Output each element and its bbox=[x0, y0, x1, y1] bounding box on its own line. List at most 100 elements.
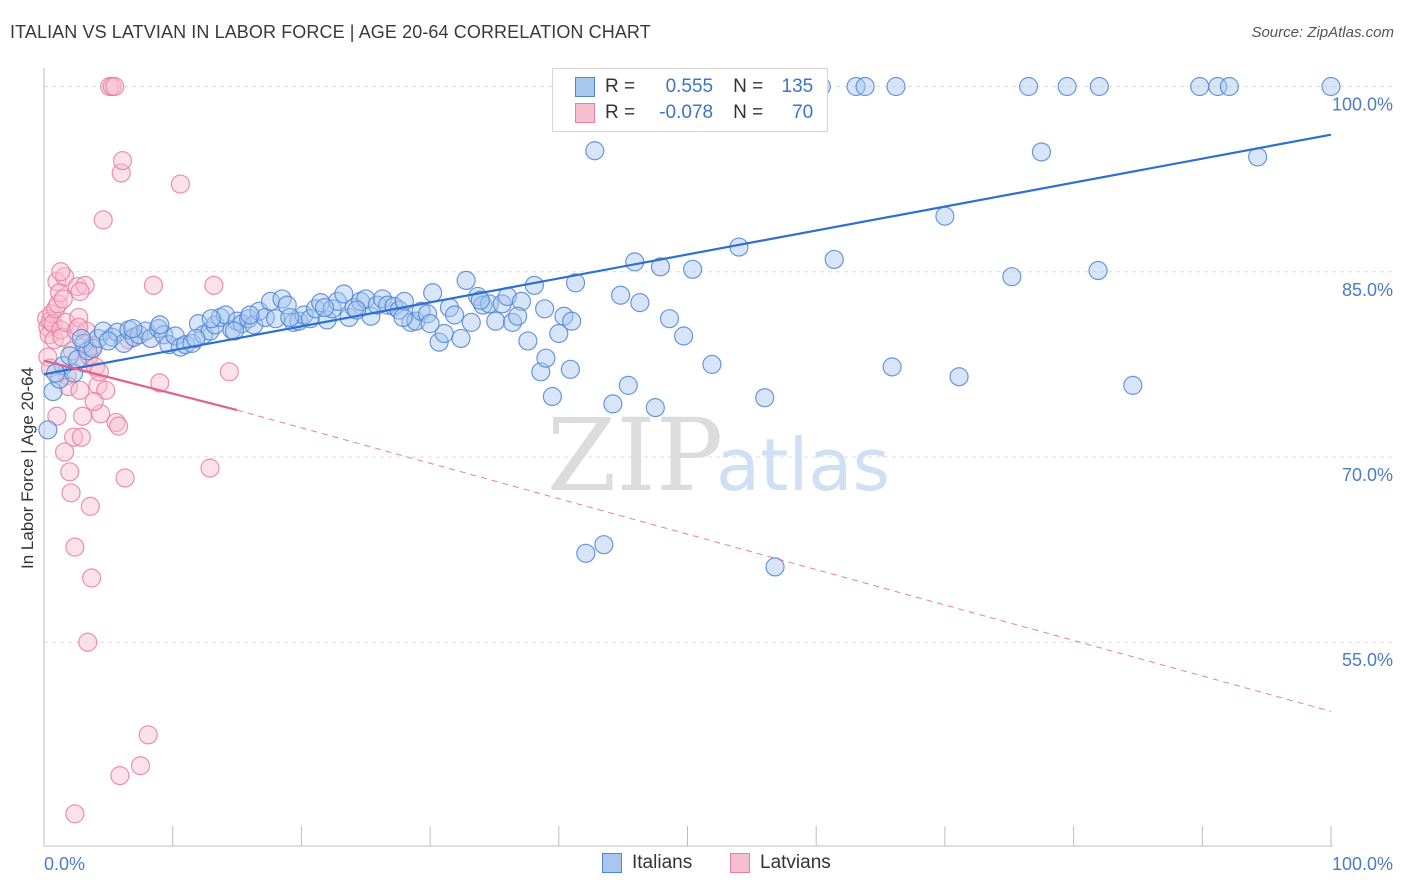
italian-point bbox=[549, 323, 569, 344]
latvian-point bbox=[200, 458, 220, 478]
italian-point bbox=[886, 76, 906, 97]
italian-point bbox=[610, 285, 631, 305]
italian-point bbox=[1018, 76, 1039, 97]
italian-point bbox=[565, 273, 586, 293]
latvian-point bbox=[51, 262, 71, 282]
italian-point bbox=[576, 543, 596, 563]
italian-point bbox=[277, 295, 297, 315]
italian-point bbox=[43, 381, 63, 402]
italian-point bbox=[456, 270, 476, 291]
legend-latvians-label: Latvians bbox=[760, 852, 831, 873]
italian-point bbox=[765, 557, 785, 577]
legend-n-label: N = bbox=[733, 102, 764, 123]
latvian-point bbox=[112, 151, 133, 171]
italian-point bbox=[755, 388, 775, 408]
italian-point bbox=[855, 76, 875, 97]
italian-point bbox=[562, 311, 582, 331]
italian-point bbox=[1123, 375, 1143, 395]
italian-point bbox=[1089, 76, 1109, 97]
latvian-point bbox=[170, 174, 191, 194]
italian-point bbox=[674, 326, 694, 346]
source-attribution: Source: ZipAtlas.com bbox=[1251, 24, 1394, 41]
italian-point bbox=[1219, 76, 1239, 97]
italian-point bbox=[98, 331, 118, 351]
y-tick-label: 70.0% bbox=[1342, 465, 1393, 485]
italian-point bbox=[1321, 76, 1341, 97]
latvian-point bbox=[78, 632, 98, 652]
latvian-point bbox=[130, 756, 151, 776]
latvian-point bbox=[115, 468, 135, 488]
latvian-point bbox=[47, 406, 67, 426]
italian-point bbox=[502, 312, 523, 332]
latvian-point bbox=[65, 537, 85, 557]
italian-point bbox=[659, 309, 680, 329]
italian-point bbox=[314, 297, 335, 318]
italian-point bbox=[367, 295, 387, 315]
latvian-point bbox=[84, 391, 104, 412]
italian-point bbox=[935, 206, 955, 226]
italian-point bbox=[240, 305, 260, 325]
italian-point bbox=[470, 290, 490, 310]
tick-labels: 100.0% 85.0% 70.0% 55.0% 0.0% 100.0% bbox=[44, 95, 1393, 874]
x-tick-label: 100.0% bbox=[1332, 854, 1393, 874]
y-tick-label: 55.0% bbox=[1342, 650, 1393, 670]
latvian-point bbox=[119, 330, 139, 350]
italian-point bbox=[71, 328, 91, 349]
italian-point bbox=[511, 291, 532, 311]
italian-point bbox=[603, 394, 623, 414]
latvian-point bbox=[105, 76, 125, 97]
italian-point bbox=[272, 289, 292, 309]
y-tick-label: 100.0% bbox=[1332, 95, 1393, 115]
legend-item-latvians: Latvians bbox=[730, 852, 831, 874]
italian-point bbox=[444, 305, 465, 325]
italian-point bbox=[1057, 76, 1077, 97]
axes bbox=[43, 68, 1333, 847]
italians-points bbox=[38, 76, 1341, 577]
legend-r-label: R = bbox=[605, 76, 636, 97]
latvian-point bbox=[91, 404, 111, 424]
italian-point bbox=[618, 375, 638, 395]
y-tick-label: 85.0% bbox=[1342, 280, 1393, 300]
trend-lines bbox=[43, 133, 1332, 712]
watermark-zip: ZIP bbox=[547, 397, 723, 514]
latvian-point bbox=[143, 275, 163, 295]
latvian-point bbox=[204, 275, 224, 295]
italian-point bbox=[508, 306, 528, 326]
latvian-point bbox=[80, 496, 100, 516]
italians-swatch bbox=[575, 77, 595, 97]
series-legend: Italians Latvians bbox=[0, 852, 1406, 876]
italian-point bbox=[949, 367, 969, 387]
italian-point bbox=[150, 315, 170, 335]
italian-point bbox=[123, 318, 143, 339]
latvian-point bbox=[110, 766, 130, 786]
legend-r-value: 0.555 bbox=[665, 76, 714, 97]
italian-point bbox=[486, 311, 506, 331]
latvians-trend-extension bbox=[236, 409, 1332, 712]
legend-n-label: N = bbox=[733, 76, 764, 97]
legend-item-italians: Italians bbox=[602, 852, 692, 874]
italian-point bbox=[461, 312, 481, 332]
latvian-point bbox=[82, 568, 102, 588]
italian-point bbox=[38, 420, 58, 440]
italian-point bbox=[585, 141, 605, 161]
latvian-point bbox=[150, 373, 170, 393]
italian-point bbox=[451, 328, 471, 349]
latvian-point bbox=[52, 327, 72, 347]
italian-point bbox=[1031, 142, 1052, 162]
italians-trend-line bbox=[43, 133, 1332, 376]
correlation-legend: R = 0.555 N = 135 R = -0.078 N = 70 bbox=[552, 68, 828, 132]
latvian-point bbox=[38, 347, 58, 367]
italian-point bbox=[78, 341, 98, 361]
legend-row-italians: R = 0.555 N = 135 bbox=[575, 75, 813, 99]
latvian-point bbox=[67, 276, 88, 297]
italian-point bbox=[334, 284, 354, 304]
latvian-point bbox=[61, 483, 81, 503]
italian-point bbox=[1190, 76, 1210, 97]
latvian-point bbox=[53, 289, 73, 309]
latvians-swatch bbox=[575, 103, 595, 123]
latvian-point bbox=[109, 416, 129, 436]
italian-point bbox=[650, 257, 671, 277]
legend-r-label: R = bbox=[605, 102, 636, 123]
latvians-trend-line bbox=[43, 359, 238, 412]
